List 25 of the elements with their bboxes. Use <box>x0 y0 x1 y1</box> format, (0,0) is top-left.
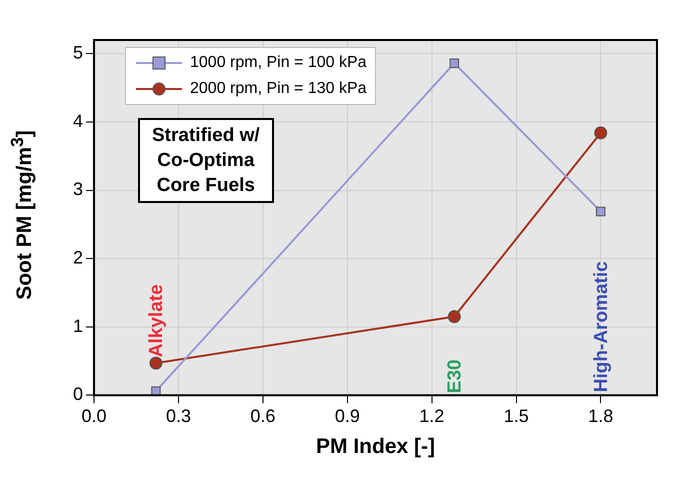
point <box>596 206 606 216</box>
point <box>448 310 461 324</box>
x-tick-label: 1.8 <box>588 406 614 426</box>
point <box>450 58 460 68</box>
annotation: High-Aromatic <box>590 260 612 392</box>
x-tick-label: 1.5 <box>504 406 529 426</box>
x-tick-label: 0.9 <box>334 406 360 426</box>
x-tick-label: 0.6 <box>250 406 276 426</box>
legend-label: 1000 rpm, Pin = 100 kPa <box>190 53 367 73</box>
y-tick-label: 5 <box>72 42 84 63</box>
x-tick-label: 0.0 <box>81 406 107 426</box>
point <box>149 356 162 370</box>
y-tick-label: 0 <box>72 384 84 404</box>
annotation: Alkylate <box>146 284 168 358</box>
legend-label: 2000 rpm, Pin = 130 kPa <box>190 79 367 99</box>
annotation: Stratified w/ Co-Optima Core Fuels <box>138 118 274 203</box>
x-axis-title: PM Index [-] <box>316 435 436 458</box>
y-tick-label: 1 <box>72 316 84 336</box>
x-tick-label: 1.2 <box>419 406 444 426</box>
x-tick-label: 0.3 <box>166 406 191 426</box>
y-tick-label: 4 <box>72 110 84 131</box>
y-tick-label: 2 <box>72 248 84 268</box>
annotation: E30 <box>444 359 466 394</box>
point <box>594 126 608 140</box>
y-tick-label: 3 <box>72 179 84 200</box>
